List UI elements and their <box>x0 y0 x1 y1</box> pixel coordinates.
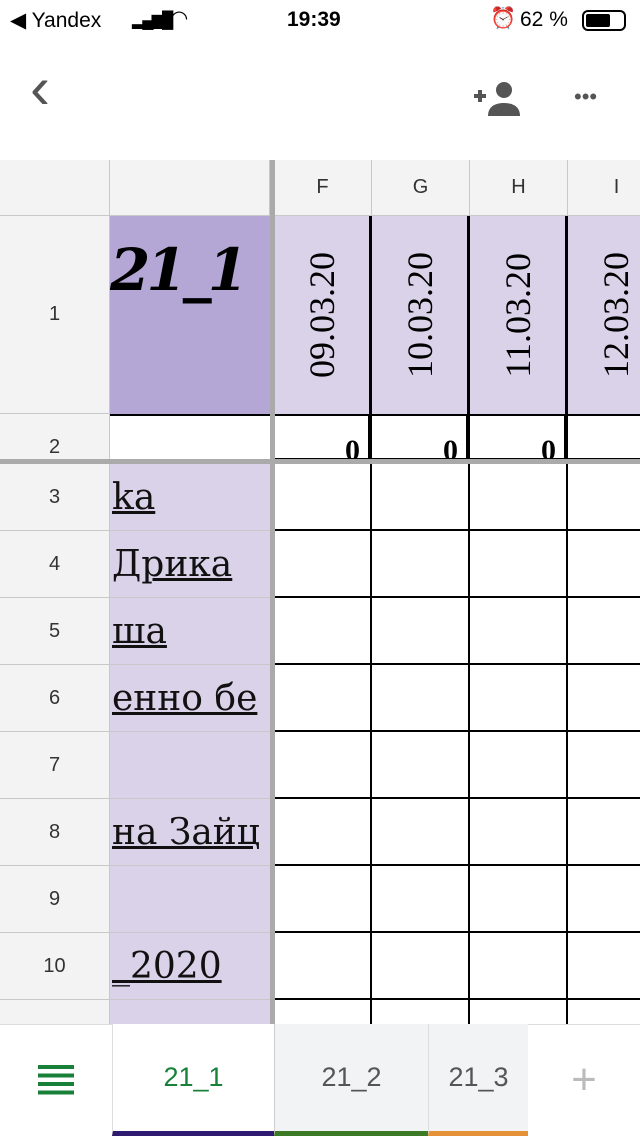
back-button[interactable]: ‹ <box>30 54 50 121</box>
cell[interactable]: 0 <box>372 414 470 460</box>
date-text: 11.03.20 <box>497 253 538 378</box>
date-text: 12.03.20 <box>595 252 636 378</box>
wifi-icon: ◠ <box>170 7 189 30</box>
cell[interactable] <box>568 665 640 732</box>
cell[interactable] <box>274 598 372 665</box>
cell[interactable] <box>372 464 470 531</box>
name-cell[interactable]: на Зайц <box>110 799 270 866</box>
cell[interactable] <box>372 531 470 598</box>
row-header[interactable]: 10 <box>0 933 110 1000</box>
date-cell[interactable]: 12.03.20 <box>568 216 640 414</box>
cell[interactable] <box>274 866 372 933</box>
row-header[interactable]: 9 <box>0 866 110 933</box>
sheet-tab-21-1[interactable]: 21_1 <box>112 1024 274 1136</box>
row-header[interactable]: 3 <box>0 464 110 531</box>
more-options-button[interactable]: ••• <box>574 84 598 109</box>
cell[interactable] <box>372 665 470 732</box>
row-header[interactable]: 2 <box>0 414 110 460</box>
cell[interactable] <box>274 531 372 598</box>
cell[interactable] <box>274 464 372 531</box>
battery-icon <box>582 10 626 31</box>
add-sheet-button[interactable]: + <box>571 1055 597 1104</box>
signal-icon: ▂▄▆█ <box>132 12 173 29</box>
list-icon <box>38 1065 74 1095</box>
row-header[interactable]: 6 <box>0 665 110 732</box>
column-header[interactable]: G <box>372 160 470 216</box>
cell[interactable] <box>568 933 640 1000</box>
sheet-tab-21-2[interactable]: 21_2 <box>274 1024 428 1136</box>
column-header-e[interactable] <box>110 160 270 216</box>
cell[interactable] <box>470 933 568 1000</box>
cell[interactable] <box>568 464 640 531</box>
name-cell[interactable] <box>110 866 270 933</box>
date-cell[interactable]: 10.03.20 <box>372 216 470 414</box>
cell[interactable] <box>372 933 470 1000</box>
cell[interactable] <box>372 866 470 933</box>
cell[interactable] <box>470 598 568 665</box>
cell[interactable] <box>470 799 568 866</box>
title-cell[interactable]: 21_1 <box>110 216 270 414</box>
carrier: ◀ Yandex <box>10 9 102 32</box>
cell[interactable] <box>274 933 372 1000</box>
column-header[interactable]: I <box>568 160 640 216</box>
cell[interactable]: 0 <box>470 414 568 460</box>
row-header[interactable]: 5 <box>0 598 110 665</box>
cell[interactable] <box>372 598 470 665</box>
alarm-icon: ⏰ <box>490 7 517 30</box>
name-cell[interactable]: енно бе <box>110 665 270 732</box>
row-header[interactable]: 8 <box>0 799 110 866</box>
cell[interactable]: 0 <box>274 414 372 460</box>
cell[interactable] <box>568 866 640 933</box>
date-cell[interactable]: 09.03.20 <box>274 216 372 414</box>
name-cell[interactable]: _2020 <box>110 933 270 1000</box>
status-bar: ◀ Yandex ▂▄▆█ ◠ 19:39 ⏰ 62 % <box>0 0 640 40</box>
date-text: 10.03.20 <box>399 252 440 378</box>
frozen-row-divider[interactable] <box>0 459 640 464</box>
sheet-tab-21-3[interactable]: 21_3 <box>428 1024 528 1136</box>
cell[interactable] <box>274 799 372 866</box>
name-cell[interactable] <box>110 732 270 799</box>
cell[interactable] <box>110 414 270 460</box>
name-cell[interactable]: ka <box>110 464 270 531</box>
cell[interactable] <box>470 531 568 598</box>
cell[interactable] <box>274 732 372 799</box>
column-header[interactable]: F <box>274 160 372 216</box>
frozen-column-divider[interactable] <box>270 160 275 1024</box>
corner-header[interactable] <box>0 160 110 216</box>
cell[interactable] <box>568 531 640 598</box>
cell[interactable] <box>470 665 568 732</box>
cell[interactable] <box>568 598 640 665</box>
date-text: 09.03.20 <box>301 252 342 378</box>
clock: 19:39 <box>287 8 341 31</box>
battery-percent: 62 % <box>520 8 568 31</box>
cell[interactable] <box>568 732 640 799</box>
row-header[interactable]: 7 <box>0 732 110 799</box>
cell[interactable] <box>470 464 568 531</box>
cell[interactable] <box>568 799 640 866</box>
row-header[interactable]: 4 <box>0 531 110 598</box>
date-cell[interactable]: 11.03.20 <box>470 216 568 414</box>
name-cell[interactable]: ша <box>110 598 270 665</box>
cell[interactable] <box>372 799 470 866</box>
column-header[interactable]: H <box>470 160 568 216</box>
cell[interactable] <box>372 732 470 799</box>
cell[interactable] <box>274 665 372 732</box>
row-header[interactable]: 1 <box>0 216 110 414</box>
cell[interactable] <box>470 732 568 799</box>
cell[interactable] <box>470 866 568 933</box>
add-person-icon[interactable] <box>474 80 520 116</box>
cell[interactable] <box>568 414 640 460</box>
toolbar: ‹ ••• <box>0 40 640 160</box>
name-cell[interactable]: Дрика <box>110 531 270 598</box>
sheets-menu-button[interactable] <box>0 1024 112 1136</box>
